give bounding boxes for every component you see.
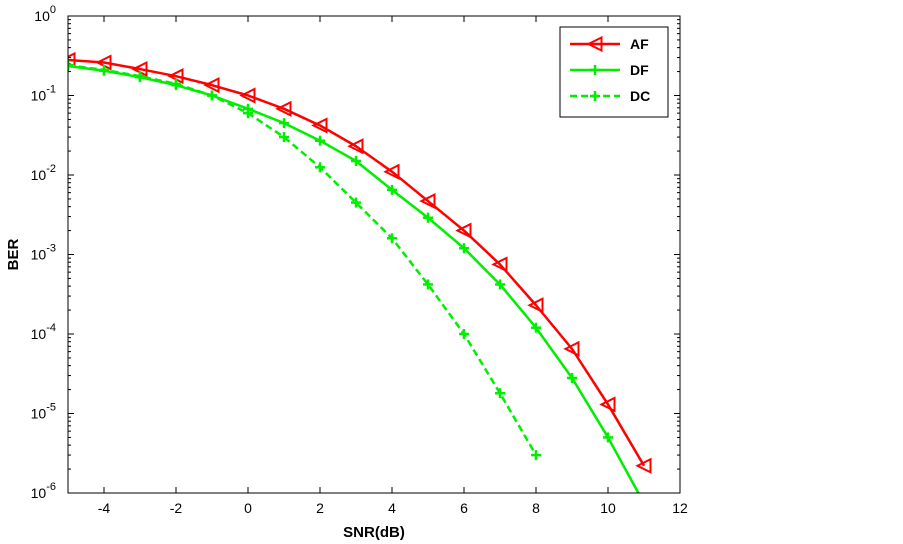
data-point-dc-11 [459,329,469,339]
series-dc [68,60,541,461]
data-point-af-6 [275,100,292,117]
data-point-dc-5 [243,108,253,119]
y-tick-label: 10-4 [31,322,56,342]
x-tick-label: 8 [532,500,540,516]
data-point-df-9 [387,184,397,195]
data-point-dc-8 [351,197,361,208]
data-point-df-14 [567,372,577,383]
data-point-dc-7 [315,162,325,173]
data-point-df-15 [603,432,613,443]
series-line-dc [68,64,538,456]
legend-label-df: DF [630,62,649,78]
ticks-layer: -4 -2 0 2 4 6 8 10 12 100 10-1 10-2 10-3 10-4 10-5 10-6 [31,4,688,516]
legend-entry-dc: DC [570,88,650,104]
data-point-af-10 [419,192,436,210]
series-layer [68,51,652,493]
data-point-dc-10 [423,279,433,290]
data-point-df-8 [351,156,361,167]
y-tick-label: 10-2 [31,163,56,183]
data-point-af-15 [599,396,616,413]
x-tick-label: 0 [244,500,252,516]
data-point-af-12 [491,256,508,273]
y-tick-label: 10-1 [31,84,56,104]
legend-entry-af: AF [570,35,649,53]
data-point-df-7 [315,135,325,146]
data-point-af-11 [455,222,472,239]
data-point-af-16 [635,457,652,474]
y-tick-label: 10-3 [31,243,56,263]
data-point-af-14 [563,340,580,357]
data-point-dc-2 [135,71,145,82]
x-tick-label: 2 [316,500,324,516]
y-tick-label: 10-6 [31,481,56,501]
legend: AF DF DC [559,26,669,118]
data-point-dc-6 [279,132,289,143]
data-point-af-4 [203,77,220,94]
data-point-dc-12 [495,388,505,399]
data-point-df-11 [459,243,469,254]
series-line-af [68,58,646,467]
x-tick-label: 10 [600,500,616,516]
data-point-af-9 [383,163,400,180]
legend-marker-df [590,65,600,75]
legend-marker-af [586,35,603,53]
x-tick-label: 12 [672,500,688,516]
data-point-df-13 [531,322,541,333]
data-point-df-6 [279,118,289,129]
data-point-dc-0 [68,60,73,71]
x-axis-label: SNR(dB) [343,524,405,541]
legend-label-af: AF [630,36,649,52]
x-tick-label: -4 [98,500,111,516]
data-point-df-12 [495,279,505,290]
legend-label-dc: DC [630,88,650,104]
data-point-af-7 [311,117,328,134]
legend-entry-df: DF [570,62,649,78]
data-point-dc-4 [207,90,217,101]
x-tick-label: 6 [460,500,468,516]
x-tick-label: -2 [170,500,183,516]
data-point-af-5 [239,87,256,104]
legend-marker-dc [590,91,600,101]
y-tick-label: 10-5 [31,402,56,422]
x-tick-label: 4 [388,500,396,516]
data-point-df-10 [423,212,433,223]
data-point-dc-13 [531,450,541,461]
y-axis-label: BER [5,238,22,270]
data-point-dc-3 [171,78,181,89]
legend-box [559,26,669,118]
data-point-af-8 [347,138,364,155]
data-point-dc-9 [387,233,397,244]
data-point-dc-1 [99,64,109,75]
data-point-af-0 [68,51,76,69]
y-tick-label: 100 [34,4,56,24]
data-point-af-13 [527,297,544,314]
